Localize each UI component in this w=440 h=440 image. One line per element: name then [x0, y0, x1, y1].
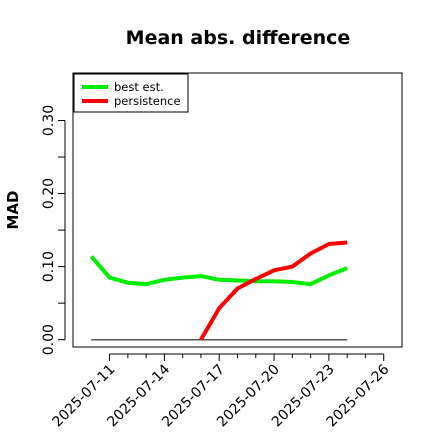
y-tick-label: 0.00 — [41, 324, 57, 355]
x-axis: 2025-07-112025-07-142025-07-172025-07-20… — [50, 353, 393, 430]
y-tick-label: 0.30 — [41, 105, 57, 136]
y-axis-label: MAD — [4, 191, 22, 230]
legend-box — [73, 73, 189, 113]
series-group — [89, 240, 348, 341]
chart-title: Mean abs. difference — [126, 27, 351, 49]
series-line-best-est — [89, 255, 348, 287]
legend-label-best-est: best est. — [114, 80, 164, 94]
y-tick-label: 0.20 — [41, 178, 57, 209]
series-line-persistence — [199, 240, 348, 341]
legend: best est. persistence — [73, 73, 189, 113]
plot-frame — [72, 72, 403, 348]
y-axis: 0.00 0.10 0.20 0.30 — [41, 105, 66, 355]
legend-label-persistence: persistence — [114, 94, 181, 108]
y-tick-label: 0.10 — [41, 251, 57, 282]
